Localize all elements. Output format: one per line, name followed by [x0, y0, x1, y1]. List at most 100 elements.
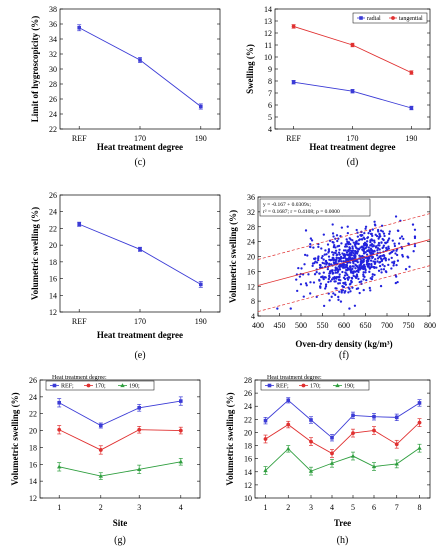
- scatter-point: [335, 258, 338, 261]
- x-tick-label: REF: [286, 134, 301, 143]
- scatter-point: [334, 260, 337, 263]
- scatter-point: [325, 263, 328, 266]
- scatter-point: [363, 231, 366, 235]
- y-tick-label: 28: [244, 376, 252, 385]
- y-tick-label: 20: [244, 428, 252, 437]
- scatter-point: [378, 248, 381, 251]
- scatter-point: [377, 244, 380, 247]
- scatter-point: [340, 242, 343, 245]
- scatter-point: [365, 278, 368, 282]
- scatter-point: [355, 287, 358, 290]
- scatter-point: [342, 256, 345, 260]
- scatter-point: [335, 277, 338, 280]
- data-point: [394, 442, 399, 447]
- scatter-point: [342, 260, 345, 263]
- x-tick-label: 600: [338, 321, 350, 330]
- scatter-point: [344, 249, 347, 252]
- scatter-point: [345, 264, 349, 267]
- legend-marker: [391, 16, 395, 20]
- data-point: [178, 428, 183, 433]
- panel-label: (e): [134, 350, 145, 361]
- scatter-point: [347, 241, 351, 244]
- chart-e: 12 14 16 18 20 22 24 26 Volumetric swelling (%) H…: [30, 191, 221, 361]
- data-point: [409, 70, 414, 75]
- data-point: [291, 80, 296, 84]
- y-tick-label: 11: [264, 41, 272, 50]
- scatter-point: [345, 251, 349, 254]
- plot-frame: [254, 379, 431, 499]
- scatter-point: [351, 247, 354, 250]
- y-tick-label: 20: [247, 253, 255, 262]
- scatter-point: [363, 251, 366, 255]
- scatter-point: [337, 298, 340, 301]
- scatter-point: [333, 280, 336, 283]
- plot-frame: [59, 194, 221, 313]
- scatter-point: [298, 275, 302, 278]
- scatter-point: [365, 263, 369, 266]
- scatter-point: [378, 261, 381, 264]
- scatter-point: [354, 275, 357, 278]
- scatter-point: [302, 295, 305, 298]
- data-point: [351, 413, 355, 418]
- y-tick-label: 28: [49, 80, 57, 89]
- scatter-point: [355, 242, 358, 245]
- scatter-point: [309, 292, 312, 295]
- x-tick-label: 750: [403, 321, 415, 330]
- x-axis-label: Heat treatment degree: [97, 142, 183, 152]
- scatter-point: [331, 223, 334, 226]
- y-axis-label: Swelling (%): [245, 44, 255, 94]
- scatter-point: [309, 245, 312, 249]
- y-tick-label: 36: [49, 20, 57, 29]
- scatter-point: [310, 239, 314, 242]
- y-tick-label: 8: [251, 297, 255, 306]
- scatter-point: [303, 253, 307, 257]
- scatter-point: [338, 273, 341, 276]
- scatter-point: [364, 243, 367, 247]
- y-tick-label: 36: [247, 193, 255, 202]
- scatter-point: [364, 271, 367, 274]
- scatter-point: [341, 284, 344, 288]
- data-point: [309, 439, 313, 444]
- panel-label: (g): [114, 535, 126, 546]
- data-point: [263, 437, 268, 441]
- scatter-point: [363, 237, 366, 241]
- scatter-point: [317, 258, 320, 262]
- x-tick-label: 2: [99, 503, 103, 512]
- scatter-point: [348, 287, 351, 291]
- y-tick-label: 24: [49, 208, 57, 217]
- scatter-point: [355, 250, 358, 253]
- legend-label: REF;: [276, 384, 289, 390]
- data-point: [138, 247, 142, 252]
- scatter-point: [338, 282, 342, 285]
- scatter-point: [344, 245, 348, 248]
- y-axis-label: Volumetric swelling (%): [228, 210, 238, 303]
- chart-c: 22 24 26 28 30 32 34 36 38 Limit of hygroscopicit…: [30, 5, 221, 168]
- scatter-point: [368, 257, 371, 260]
- scatter-point: [391, 261, 394, 264]
- scatter-point: [324, 249, 327, 252]
- series-line: [59, 461, 181, 477]
- scatter-point: [363, 275, 366, 279]
- scatter-point: [332, 259, 335, 262]
- scatter-point: [413, 228, 417, 231]
- plot-frame: [59, 8, 221, 130]
- scatter-point: [352, 262, 355, 265]
- scatter-point: [349, 270, 353, 273]
- scatter-point: [407, 256, 410, 259]
- scatter-point: [391, 239, 394, 242]
- scatter-point: [375, 245, 378, 249]
- scatter-point: [355, 273, 359, 276]
- scatter-point: [355, 240, 358, 243]
- x-tick-label: REF: [72, 134, 87, 143]
- y-tick-label: 16: [247, 267, 255, 276]
- scatter-point: [337, 278, 341, 281]
- scatter-point: [339, 234, 342, 238]
- data-point: [394, 415, 399, 420]
- scatter-point: [323, 262, 326, 265]
- scatter-point: [362, 258, 365, 261]
- legend-label: tangential: [399, 16, 423, 22]
- x-tick-label: 2: [286, 503, 290, 512]
- scatter-point: [364, 227, 367, 230]
